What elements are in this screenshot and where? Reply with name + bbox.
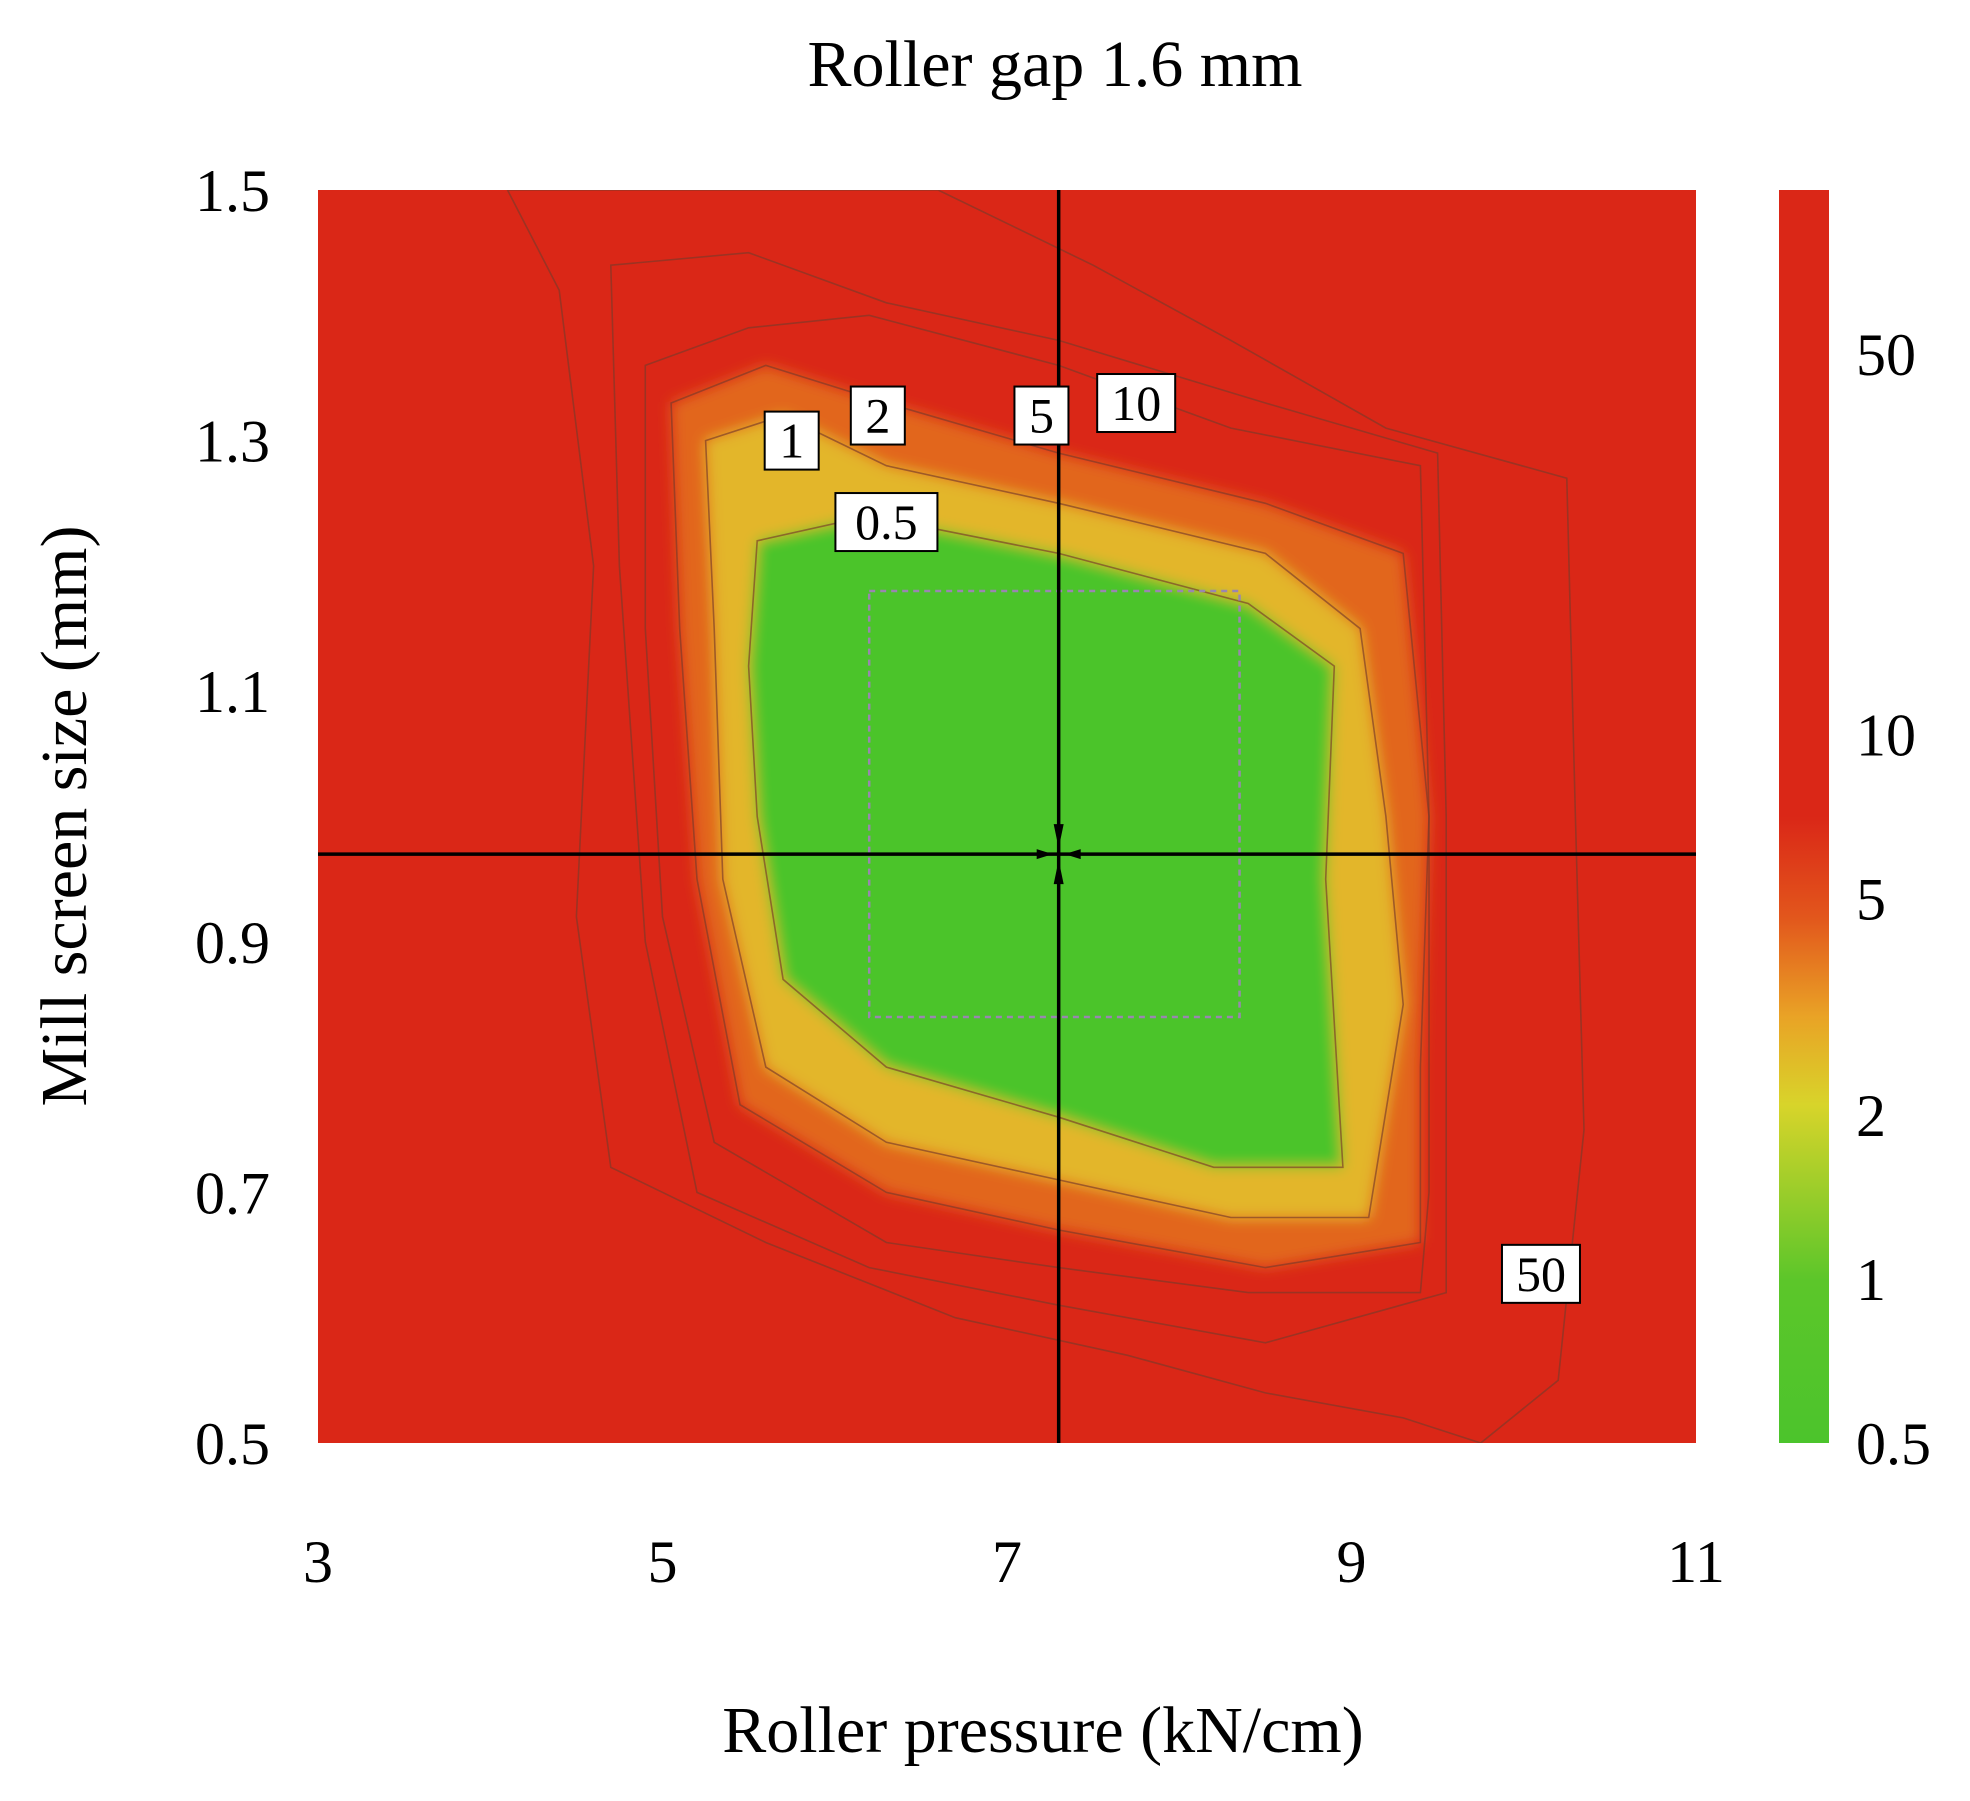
x-tick-label: 7 (992, 1529, 1022, 1595)
y-tick-label: 0.5 (195, 1411, 270, 1477)
contour-line-0.5 (747, 514, 1344, 1169)
contour-line-5 (644, 314, 1430, 1294)
plot-area (318, 190, 1696, 1443)
contour-label-1: 1 (763, 410, 820, 471)
contour-label-0.5: 0.5 (834, 492, 939, 553)
contour-label-2: 2 (849, 385, 906, 446)
colorbar-tick-label: 0.5 (1856, 1411, 1931, 1477)
contour-label-text: 2 (865, 388, 890, 444)
x-axis-label: Roller pressure (kN/cm) (722, 1694, 1363, 1767)
colorbar-tick-label: 5 (1856, 866, 1886, 932)
contour-label-text: 5 (1029, 388, 1054, 444)
contour-label-text: 1 (779, 413, 804, 469)
contour-fill-core (748, 515, 1343, 1168)
crosshair-arrow-left (1036, 849, 1053, 860)
y-tick-label: 1.5 (195, 158, 270, 224)
x-tick-label: 3 (303, 1529, 333, 1595)
contour-label-50: 50 (1500, 1243, 1581, 1304)
contour-line-1 (704, 414, 1405, 1219)
x-tick-label: 5 (648, 1529, 678, 1595)
crosshair-arrow-bottom (1053, 860, 1064, 885)
contour-label-5: 5 (1013, 385, 1070, 446)
contour-label-text: 50 (1516, 1246, 1566, 1302)
contour-line-2 (670, 364, 1430, 1269)
design-space-box (867, 589, 1241, 1019)
crosshair-arrow-right (1064, 849, 1081, 860)
colorbar-tick-label: 50 (1856, 322, 1916, 388)
x-tick-label: 9 (1337, 1529, 1367, 1595)
y-tick-label: 1.3 (195, 409, 270, 475)
contour-line-50 (506, 190, 1585, 1443)
y-axis-label: Mill screen size (mm) (28, 526, 101, 1107)
contour-label-text: 0.5 (855, 494, 918, 550)
colorbar-tick-label: 2 (1856, 1083, 1886, 1149)
y-tick-label: 1.1 (195, 659, 270, 725)
y-tick-label: 0.7 (195, 1160, 270, 1226)
colorbar-gradient (1779, 190, 1829, 1443)
chart-title: Roller gap 1.6 mm (808, 28, 1303, 101)
y-tick-label: 0.9 (195, 910, 270, 976)
x-tick-label: 11 (1667, 1529, 1725, 1595)
contour-line-10 (609, 251, 1447, 1344)
colorbar-tick-label: 10 (1856, 703, 1916, 769)
crosshair-arrow-top (1053, 824, 1064, 849)
colorbar-tick-label: 1 (1856, 1247, 1886, 1313)
colorbar: 0.5 1 2 5 10 50 (1779, 190, 1931, 1477)
contour-label-10: 10 (1096, 373, 1177, 434)
contour-label-text: 10 (1111, 375, 1161, 431)
